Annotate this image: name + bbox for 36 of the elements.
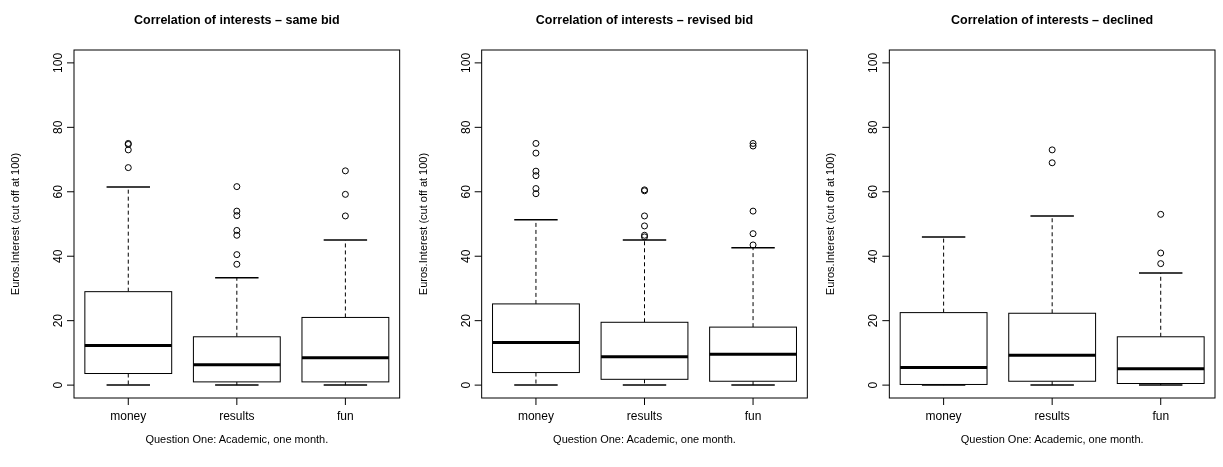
y-tick-label: 40 xyxy=(458,249,473,263)
y-tick-label: 0 xyxy=(458,381,473,389)
y-tick-label: 80 xyxy=(458,120,473,135)
x-tick-label: results xyxy=(219,409,255,423)
x-tick-label: results xyxy=(1034,409,1070,423)
y-tick-label: 100 xyxy=(866,52,881,73)
x-tick-label: results xyxy=(626,409,663,423)
x-axis-title: Question One: Academic, one month. xyxy=(960,433,1144,445)
y-tick-label: 100 xyxy=(458,52,473,73)
y-tick-label: 20 xyxy=(458,313,473,328)
x-tick-label: fun xyxy=(744,409,762,423)
y-tick-label: 0 xyxy=(866,381,881,389)
y-axis-title: Euros.Interest (cut off at 100) xyxy=(9,152,21,296)
y-tick-label: 20 xyxy=(51,313,65,328)
y-axis-title: Euros.Interest (cut off at 100) xyxy=(416,152,429,296)
y-tick-label: 40 xyxy=(51,249,65,263)
x-tick-label: fun xyxy=(337,409,354,423)
y-tick-label: 60 xyxy=(866,184,881,199)
x-tick-label: fun xyxy=(1152,409,1170,423)
y-tick-label: 100 xyxy=(51,52,65,73)
chart-title: Correlation of interests – declined xyxy=(951,13,1154,27)
y-tick-label: 20 xyxy=(866,313,881,328)
chart-title: Correlation of interests – revised bid xyxy=(535,13,754,27)
x-tick-label: money xyxy=(110,409,147,423)
x-axis-title: Question One: Academic, one month. xyxy=(553,433,736,445)
y-tick-label: 80 xyxy=(866,120,881,135)
y-tick-label: 60 xyxy=(51,184,65,199)
y-tick-label: 40 xyxy=(866,249,881,263)
chart-title: Correlation of interests – same bid xyxy=(134,13,340,27)
y-axis-title: Euros.Interest (cut off at 100) xyxy=(824,152,837,296)
x-tick-label: money xyxy=(925,409,962,423)
y-tick-label: 0 xyxy=(51,381,65,389)
y-tick-label: 60 xyxy=(458,184,473,199)
x-axis-title: Question One: Academic, one month. xyxy=(145,433,329,445)
x-tick-label: money xyxy=(517,409,554,423)
y-tick-label: 80 xyxy=(51,120,65,135)
